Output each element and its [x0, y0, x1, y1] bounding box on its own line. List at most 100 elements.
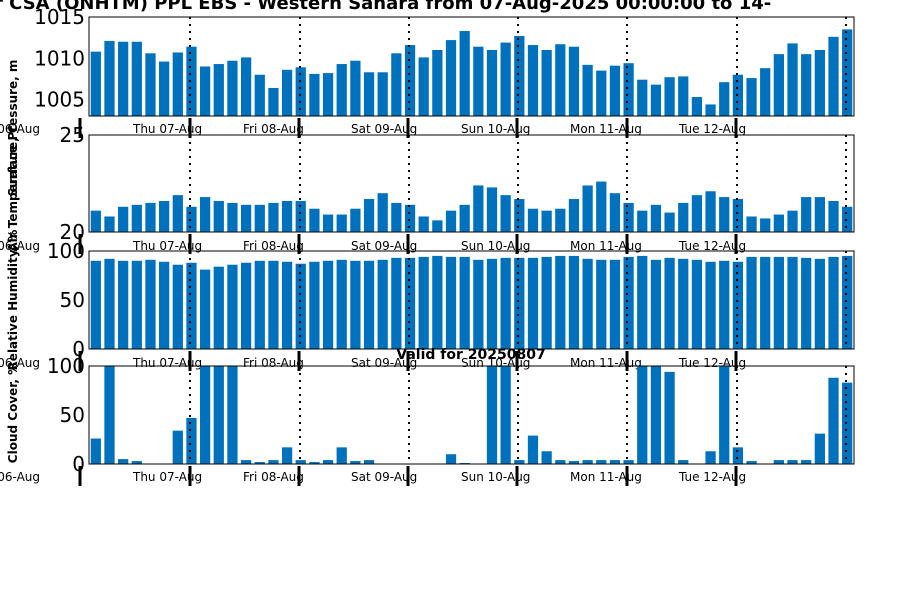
bar [514, 35, 525, 116]
bar [432, 50, 443, 116]
panel-1: 1005 1010 1015 Surface Pressure, mWed 06-Au… [0, 5, 855, 196]
valid-for-note: Valid for 20250807 [396, 347, 545, 363]
bar [322, 260, 334, 349]
y-tick-label: 1005 [34, 88, 85, 112]
bar [186, 417, 197, 464]
bar [596, 259, 607, 349]
bar [719, 260, 730, 349]
bar [828, 200, 839, 232]
bar [199, 197, 211, 232]
bar [213, 64, 224, 116]
x-tick-label: Mon 11-Aug [570, 239, 642, 253]
bar [801, 257, 812, 349]
bar [131, 204, 142, 232]
bar [172, 52, 183, 116]
x-tick-label: Fri 08-Aug [243, 470, 304, 484]
bar [637, 366, 648, 464]
bar [787, 256, 798, 349]
bar [418, 216, 429, 232]
y-axis-label: Cloud Cover, % [6, 363, 20, 463]
bar [500, 42, 511, 116]
bar [418, 256, 429, 349]
bar [459, 204, 470, 232]
bar [336, 259, 347, 349]
bar [199, 269, 211, 349]
bar [678, 76, 689, 116]
bar [500, 195, 511, 232]
bar [691, 97, 703, 116]
bar [118, 260, 129, 349]
bar [609, 193, 621, 232]
bar [336, 447, 347, 464]
panel-3: 0 50 100 Relative Humidity, %Wed 06-Aug Thu … [0, 230, 855, 371]
bar [295, 67, 306, 116]
bar [240, 262, 252, 349]
bar [295, 200, 306, 232]
x-tick-label: Mon 11-Aug [570, 356, 642, 370]
bar [322, 460, 334, 464]
bar [363, 460, 375, 464]
bar [145, 259, 156, 349]
bar [172, 195, 183, 232]
x-tick-label: Sun 10-Aug [461, 122, 530, 136]
bar [445, 454, 457, 464]
bar [104, 40, 115, 116]
bar [254, 260, 265, 349]
y-tick-label: 25 [60, 123, 85, 147]
panel-frame [88, 16, 855, 117]
chart-title: r CSA (ONHTM) PPL EBS - Western Sahara f… [0, 0, 771, 14]
bar [623, 202, 634, 232]
x-tick-label: Mon 11-Aug [570, 122, 642, 136]
bar [240, 204, 252, 232]
bar [90, 438, 101, 464]
bar [814, 433, 825, 464]
bar [227, 366, 238, 464]
bar [678, 258, 689, 349]
bar [486, 50, 498, 116]
bar [268, 260, 279, 349]
bar [131, 260, 142, 349]
bar [186, 46, 197, 117]
bar [268, 202, 279, 232]
bar [527, 435, 539, 464]
bar [500, 366, 511, 464]
bar [445, 210, 457, 232]
bar [801, 197, 812, 232]
bar [90, 210, 101, 232]
bar [295, 263, 306, 349]
bar [336, 214, 347, 232]
bar [131, 41, 142, 116]
bar [705, 191, 716, 232]
bar [118, 206, 129, 232]
bar [404, 204, 416, 232]
bar [473, 185, 484, 232]
x-tick-label: Fri 08-Aug [243, 356, 304, 370]
panel-frame [88, 134, 855, 233]
bar [159, 200, 170, 232]
bar [473, 259, 484, 349]
bar [650, 84, 662, 116]
bar [814, 50, 825, 116]
panel-frame [88, 250, 855, 350]
bar [445, 40, 457, 116]
bar [527, 208, 539, 232]
bar [582, 258, 593, 349]
bar [568, 255, 580, 349]
bar [609, 460, 621, 464]
bar [596, 181, 607, 232]
bar [363, 260, 375, 349]
x-tick-label: Tue 12-Aug [678, 470, 746, 484]
bar [213, 266, 224, 349]
bar [336, 64, 347, 116]
bar [773, 214, 784, 232]
x-tick-label: Sat 09-Aug [351, 239, 417, 253]
bar [732, 447, 744, 464]
bar [842, 206, 853, 232]
bar [391, 53, 402, 116]
bar [746, 256, 757, 349]
bar [514, 257, 525, 349]
bar [118, 41, 129, 116]
x-tick-label: Tue 12-Aug [678, 122, 746, 136]
